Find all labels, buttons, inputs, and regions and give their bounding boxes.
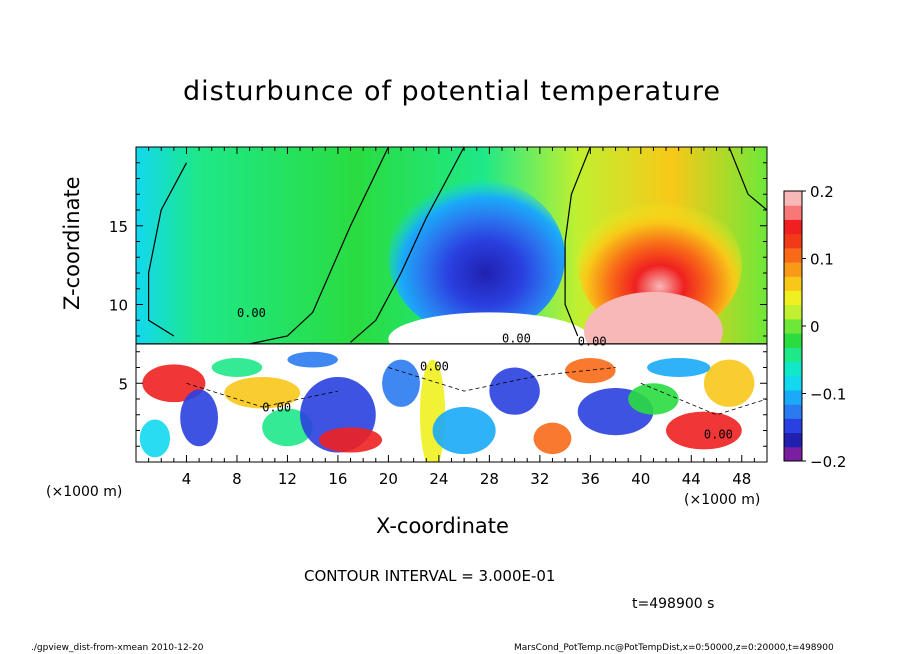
colorbar-segment bbox=[784, 446, 802, 462]
x-unit-label-right: (×1000 m) bbox=[684, 492, 761, 508]
contour-line bbox=[728, 147, 767, 211]
lower-blob bbox=[224, 376, 301, 409]
colorbar-segment bbox=[784, 361, 802, 377]
colorbar-segment bbox=[784, 389, 802, 405]
colorbar-segment bbox=[784, 304, 802, 320]
contour-label: 0.00 bbox=[578, 334, 607, 348]
colorbar-segment bbox=[784, 262, 802, 277]
contour-label: 0.00 bbox=[262, 401, 291, 415]
lower-blob bbox=[262, 408, 313, 447]
contour-line bbox=[249, 147, 389, 345]
colorbar-label: 0 bbox=[810, 318, 820, 336]
y-tick-label: 10 bbox=[109, 297, 128, 315]
x-tick-label: 24 bbox=[429, 470, 448, 488]
footer-left: ./gpview_dist-from-xmean 2010-12-20 bbox=[31, 643, 204, 653]
x-ticks: 4 8 12 16 20 24 28 32 36 40 44 48 bbox=[148, 147, 755, 488]
y-tick-label: 5 bbox=[118, 375, 128, 393]
contour-label: 0.00 bbox=[237, 306, 266, 320]
x-tick-label: 20 bbox=[379, 470, 398, 488]
x-tick-label: 32 bbox=[530, 470, 549, 488]
contour-label: 0.00 bbox=[502, 331, 531, 345]
lower-blob bbox=[318, 427, 383, 453]
lower-blob bbox=[139, 419, 171, 458]
colorbar-label: −0.1 bbox=[810, 386, 846, 404]
x-tick-label: 28 bbox=[480, 470, 499, 488]
colorbar: 0.2 0.1 0 −0.1 −0.2 bbox=[783, 183, 846, 471]
lower-blob bbox=[533, 422, 572, 455]
x-tick-label: 16 bbox=[328, 470, 347, 488]
x-tick-label: 40 bbox=[631, 470, 650, 488]
time-label: t=498900 s bbox=[632, 596, 715, 612]
colorbar-segment bbox=[784, 318, 802, 334]
colorbar-segment bbox=[784, 247, 802, 263]
colorbar-segment bbox=[784, 219, 802, 235]
colorbar-segment bbox=[784, 290, 802, 306]
lower-blob bbox=[703, 359, 755, 407]
colorbar-label: 0.1 bbox=[810, 251, 834, 269]
x-tick-label: 36 bbox=[581, 470, 600, 488]
colorbar-segment bbox=[784, 347, 802, 363]
footer-right: MarsCond_PotTemp.nc@PotTempDist,x=0:5000… bbox=[514, 643, 834, 653]
x-tick-label: 44 bbox=[682, 470, 701, 488]
lower-blob bbox=[489, 367, 540, 415]
lower-blob bbox=[628, 383, 679, 415]
contour-line bbox=[148, 162, 188, 337]
negative-anomaly bbox=[388, 178, 566, 336]
colorbar-segment bbox=[784, 205, 802, 220]
lower-blob bbox=[647, 358, 711, 377]
colorbar-segment bbox=[784, 404, 802, 419]
x-tick-label: 12 bbox=[278, 470, 297, 488]
colorbar-segment bbox=[784, 333, 802, 348]
contour-line bbox=[350, 147, 465, 343]
contour-line bbox=[564, 147, 591, 337]
colorbar-segment bbox=[784, 418, 802, 434]
contour-label: 0.00 bbox=[704, 427, 733, 441]
colorbar-segment bbox=[784, 276, 802, 291]
lower-blob bbox=[211, 358, 263, 377]
colorbar-segment bbox=[784, 233, 802, 249]
lower-blob bbox=[666, 411, 742, 450]
colorbar-segment bbox=[784, 375, 802, 391]
y-ticks: 5 10 15 bbox=[109, 162, 767, 447]
chart-title: disturbunce of potential temperature bbox=[183, 76, 721, 107]
colorbar-segment bbox=[784, 432, 802, 448]
contour-label: 0.00 bbox=[420, 360, 449, 374]
heatmap-field: 0.00 0.00 0.00 0.00 0.00 0.00 bbox=[136, 147, 767, 462]
x-unit-label-left: (×1000 m) bbox=[46, 484, 123, 500]
lower-blob bbox=[142, 364, 206, 403]
x-axis-label: X-coordinate bbox=[376, 514, 509, 538]
x-tick-label: 48 bbox=[732, 470, 751, 488]
y-tick-label: 15 bbox=[109, 218, 128, 236]
lower-blob bbox=[432, 406, 496, 455]
x-tick-label: 8 bbox=[232, 470, 242, 488]
dashed-contour bbox=[186, 382, 338, 408]
x-tick-label: 4 bbox=[182, 470, 192, 488]
lower-blob bbox=[287, 351, 338, 368]
lower-blob bbox=[382, 359, 420, 407]
colorbar-segment bbox=[784, 191, 802, 206]
colorbar-label: 0.2 bbox=[810, 183, 834, 201]
lower-blob bbox=[565, 358, 616, 384]
contour-interval-note: CONTOUR INTERVAL = 3.000E-01 bbox=[304, 567, 556, 585]
lower-blob bbox=[180, 389, 219, 447]
colorbar-label: −0.2 bbox=[810, 453, 846, 471]
